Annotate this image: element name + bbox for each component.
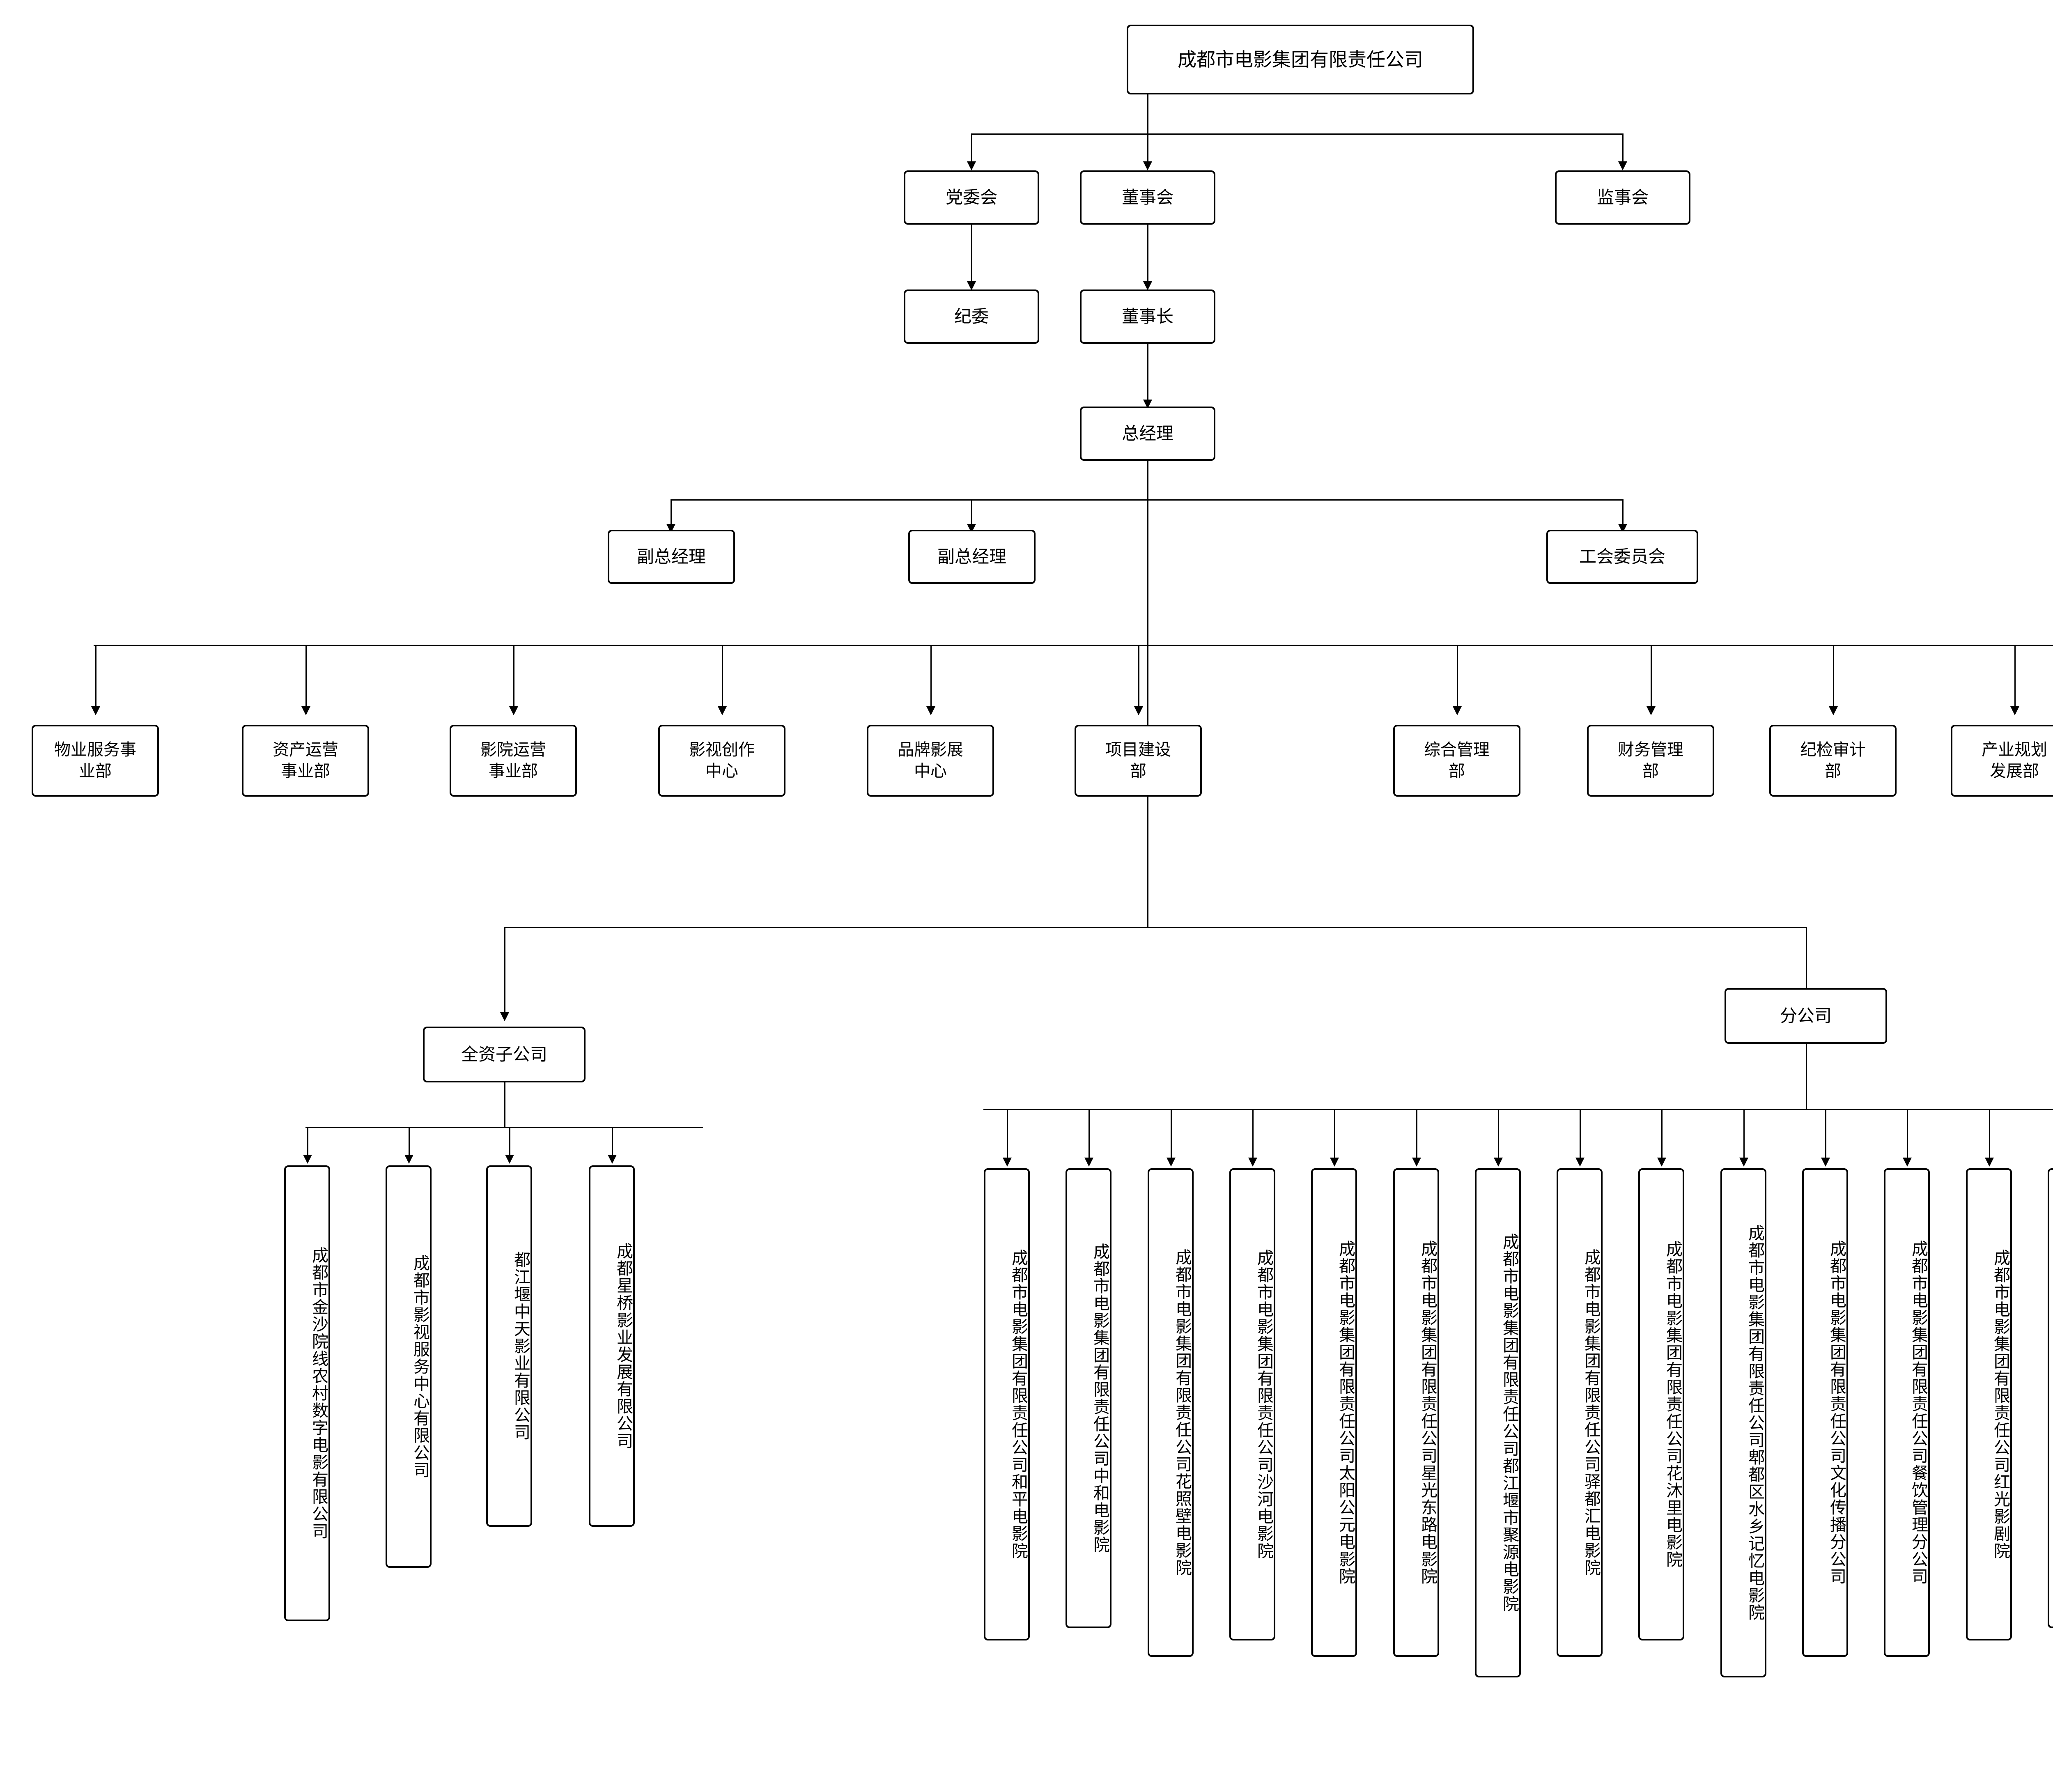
arrow-head-icon bbox=[1453, 706, 1462, 715]
connector-line bbox=[1498, 1109, 1499, 1158]
arrow-head-icon bbox=[926, 706, 935, 715]
arrow-head-icon bbox=[1330, 1158, 1339, 1167]
branch-box-10[interactable]: 成都市电影集团有限责任公司郫都区水乡记忆电影院 bbox=[1720, 1168, 1766, 1677]
connector-line bbox=[1138, 645, 1139, 707]
department-box-2[interactable]: 资产运营 事业部 bbox=[242, 725, 369, 797]
supervisory-board-box[interactable]: 监事会 bbox=[1555, 170, 1690, 225]
department-box-8[interactable]: 财务管理 部 bbox=[1587, 725, 1714, 797]
connector-line bbox=[1989, 1109, 1990, 1158]
arrow-head-icon bbox=[91, 706, 100, 715]
arrow-head-icon bbox=[1167, 1158, 1176, 1167]
department-box-4[interactable]: 影视创作 中心 bbox=[658, 725, 785, 797]
arrow-head-icon bbox=[1084, 1158, 1093, 1167]
connector-line bbox=[1661, 1109, 1663, 1158]
connector-line bbox=[1089, 1109, 1090, 1158]
arrow-head-icon bbox=[1248, 1158, 1257, 1167]
connector-line bbox=[1907, 1109, 1908, 1158]
connector-line bbox=[1833, 645, 1834, 707]
connector-line bbox=[1580, 1109, 1581, 1158]
arrow-head-icon bbox=[1985, 1158, 1994, 1167]
arrow-head-icon bbox=[1903, 1158, 1912, 1167]
arrow-head-icon bbox=[718, 706, 727, 715]
arrow-head-icon bbox=[2010, 706, 2019, 715]
arrow-head-icon bbox=[1494, 1158, 1503, 1167]
branch-box-11[interactable]: 成都市电影集团有限责任公司文化传播分公司 bbox=[1802, 1168, 1848, 1657]
department-box-10[interactable]: 产业规划 发展部 bbox=[1951, 725, 2053, 797]
connector-line bbox=[1825, 1109, 1826, 1158]
general-manager-box[interactable]: 总经理 bbox=[1080, 407, 1215, 461]
discipline-committee-box[interactable]: 纪委 bbox=[904, 289, 1039, 344]
arrow-head-icon bbox=[1647, 706, 1656, 715]
party-committee-box[interactable]: 党委会 bbox=[904, 170, 1039, 225]
arrow-head-icon bbox=[1134, 706, 1143, 715]
subsidiaries-group-box[interactable]: 全资子公司 bbox=[423, 1027, 586, 1082]
connector-line bbox=[409, 1127, 410, 1156]
subsidiary-box-3[interactable]: 都江堰中天影业有限公司 bbox=[486, 1165, 532, 1527]
deputy-general-manager-box-2[interactable]: 副总经理 bbox=[908, 530, 1036, 584]
connector-line bbox=[305, 645, 307, 707]
connector-line bbox=[1743, 1109, 1745, 1158]
branch-box-2[interactable]: 成都市电影集团有限责任公司中和电影院 bbox=[1066, 1168, 1111, 1628]
connector-line bbox=[1651, 645, 1652, 707]
connector-line bbox=[1171, 1109, 1172, 1158]
branch-box-8[interactable]: 成都市电影集团有限责任公司驿都汇电影院 bbox=[1557, 1168, 1603, 1657]
connector-line bbox=[509, 1127, 510, 1156]
union-committee-box[interactable]: 工会委员会 bbox=[1546, 530, 1698, 584]
connector-line bbox=[1416, 1109, 1417, 1158]
branches-group-box[interactable]: 分公司 bbox=[1725, 988, 1887, 1044]
arrow-head-icon bbox=[1821, 1158, 1830, 1167]
connector-line bbox=[307, 1127, 308, 1156]
connector-line bbox=[1457, 645, 1458, 707]
subsidiary-box-2[interactable]: 成都市影视服务中心有限公司 bbox=[386, 1165, 432, 1568]
connector-line bbox=[930, 645, 932, 707]
branch-box-6[interactable]: 成都市电影集团有限责任公司星光东路电影院 bbox=[1393, 1168, 1439, 1657]
arrow-head-icon bbox=[1412, 1158, 1421, 1167]
connector-line bbox=[722, 645, 723, 707]
arrow-head-icon bbox=[1003, 1158, 1012, 1167]
department-box-7[interactable]: 综合管理 部 bbox=[1393, 725, 1520, 797]
connector-line bbox=[95, 645, 96, 707]
branch-box-13[interactable]: 成都市电影集团有限责任公司红光影剧院 bbox=[1966, 1168, 2012, 1640]
department-box-3[interactable]: 影院运营 事业部 bbox=[450, 725, 577, 797]
connector-line bbox=[612, 1127, 613, 1156]
branch-box-3[interactable]: 成都市电影集团有限责任公司花照壁电影院 bbox=[1148, 1168, 1194, 1657]
branch-box-1[interactable]: 成都市电影集团有限责任公司和平电影院 bbox=[984, 1168, 1030, 1640]
chairman-box[interactable]: 董事长 bbox=[1080, 289, 1215, 344]
connector-line bbox=[1334, 1109, 1335, 1158]
subsidiary-box-1[interactable]: 成都市金沙院线农村数字电影有限公司 bbox=[284, 1165, 330, 1621]
department-box-1[interactable]: 物业服务事 业部 bbox=[32, 725, 159, 797]
branch-box-4[interactable]: 成都市电影集团有限责任公司沙河电影院 bbox=[1229, 1168, 1275, 1640]
connector-line bbox=[2014, 645, 2016, 707]
department-box-6[interactable]: 项目建设 部 bbox=[1075, 725, 1202, 797]
branch-box-12[interactable]: 成都市电影集团有限责任公司餐饮管理分公司 bbox=[1884, 1168, 1930, 1657]
connector-line bbox=[1007, 1109, 1008, 1158]
arrow-head-icon bbox=[303, 1155, 312, 1164]
arrow-head-icon bbox=[509, 706, 518, 715]
board-of-directors-box[interactable]: 董事会 bbox=[1080, 170, 1215, 225]
arrow-head-icon bbox=[301, 706, 310, 715]
arrow-head-icon bbox=[1657, 1158, 1666, 1167]
deputy-general-manager-box-1[interactable]: 副总经理 bbox=[608, 530, 735, 584]
connector-line bbox=[1252, 1109, 1254, 1158]
connector-line bbox=[513, 645, 514, 707]
arrow-head-icon bbox=[404, 1155, 413, 1164]
branch-box-14[interactable]: 成都市电影集团有限责任公司星桥电影院 bbox=[2048, 1168, 2053, 1628]
branch-box-9[interactable]: 成都市电影集团有限责任公司花沐里电影院 bbox=[1638, 1168, 1684, 1640]
arrow-head-icon bbox=[1739, 1158, 1748, 1167]
arrow-head-icon bbox=[505, 1155, 514, 1164]
root-company-box[interactable]: 成都市电影集团有限责任公司 bbox=[1127, 25, 1474, 94]
department-box-9[interactable]: 纪检审计 部 bbox=[1769, 725, 1897, 797]
branch-box-7[interactable]: 成都市电影集团有限责任公司都江堰市聚源电影院 bbox=[1475, 1168, 1521, 1677]
arrow-head-icon bbox=[1829, 706, 1838, 715]
branch-box-5[interactable]: 成都市电影集团有限责任公司太阳公元电影院 bbox=[1311, 1168, 1357, 1657]
arrow-head-icon bbox=[608, 1155, 617, 1164]
arrow-head-icon bbox=[1575, 1158, 1585, 1167]
subsidiary-box-4[interactable]: 成都星桥影业发展有限公司 bbox=[589, 1165, 635, 1527]
department-box-5[interactable]: 品牌影展 中心 bbox=[867, 725, 994, 797]
